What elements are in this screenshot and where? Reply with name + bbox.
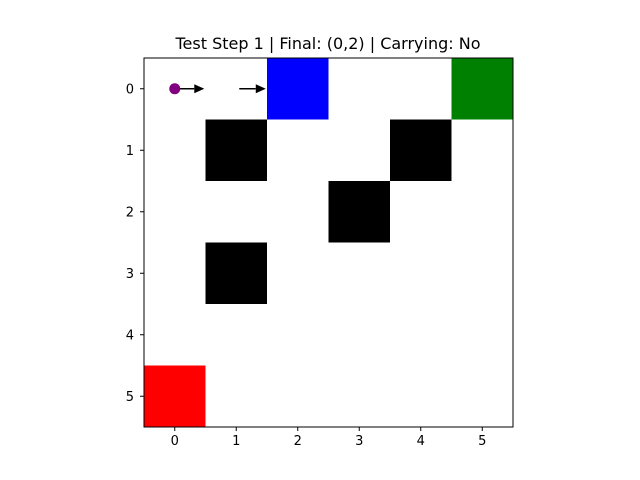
y-tick-label: 2 <box>126 205 134 220</box>
x-tick-label: 2 <box>294 434 302 449</box>
x-tick-label: 4 <box>417 434 425 449</box>
x-tick-label: 1 <box>232 434 240 449</box>
path-arrow-1 <box>239 84 266 94</box>
y-axis: 0 1 2 3 4 5 <box>126 82 144 405</box>
y-tick-label: 4 <box>126 328 134 343</box>
obstacle-cell-r2c3 <box>328 181 390 243</box>
arrows-layer <box>177 84 266 94</box>
agent-marker <box>169 83 181 95</box>
obstacle-cell-r3c1 <box>205 242 267 304</box>
grid-axes: 0 1 2 3 4 5 0 1 2 3 4 5 <box>126 57 514 449</box>
y-tick-label: 1 <box>126 144 134 159</box>
plot-title: Test Step 1 | Final: (0,2) | Carrying: N… <box>175 34 481 53</box>
y-tick-label: 0 <box>126 82 134 97</box>
y-tick-label: 3 <box>126 267 134 282</box>
green-cell-cell-r0c5 <box>451 58 513 120</box>
obstacle-cell-r1c1 <box>205 119 267 181</box>
cells-layer <box>144 58 513 427</box>
y-tick-label: 5 <box>126 390 134 405</box>
x-tick-label: 5 <box>478 434 486 449</box>
axes-frame <box>143 57 514 428</box>
obstacle-cell-r1c4 <box>390 119 452 181</box>
x-tick-label: 3 <box>355 434 363 449</box>
agent-layer <box>169 83 181 95</box>
x-axis: 0 1 2 3 4 5 <box>171 427 486 449</box>
path-arrow-head <box>255 84 266 94</box>
path-arrow-0 <box>177 84 205 94</box>
red-cell-cell-r5c0 <box>144 365 206 427</box>
blue-cell-cell-r0c2 <box>267 58 329 120</box>
x-tick-label: 0 <box>171 434 179 449</box>
path-arrow-head <box>194 84 205 94</box>
